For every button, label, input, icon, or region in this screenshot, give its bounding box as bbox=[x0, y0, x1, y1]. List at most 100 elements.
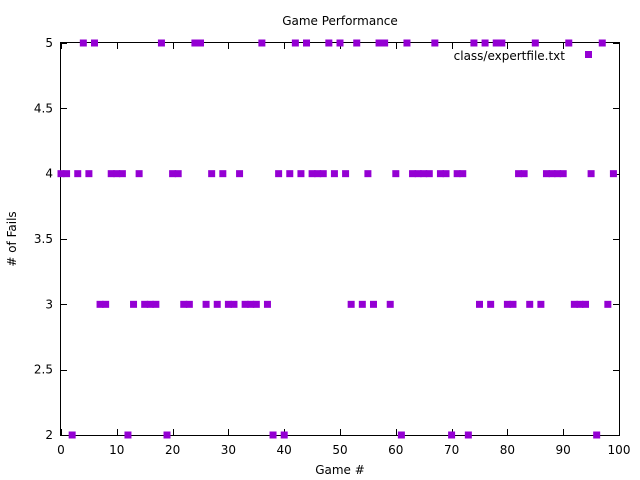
data-point bbox=[442, 170, 450, 178]
data-point bbox=[542, 170, 550, 178]
data-point bbox=[241, 300, 249, 308]
y-tick-label: 2.5 bbox=[34, 363, 53, 377]
x-tick-label: 100 bbox=[608, 443, 631, 457]
data-point bbox=[548, 170, 556, 178]
data-point bbox=[509, 300, 517, 308]
x-tick-label: 40 bbox=[277, 443, 292, 457]
data-point bbox=[141, 300, 149, 308]
data-point bbox=[224, 300, 232, 308]
data-points bbox=[57, 39, 617, 439]
data-point bbox=[252, 300, 260, 308]
data-point bbox=[476, 300, 483, 308]
data-point bbox=[459, 170, 467, 178]
data-point bbox=[208, 170, 216, 178]
data-point bbox=[409, 170, 417, 178]
data-point bbox=[604, 300, 612, 308]
legend: class/expertfile.txt bbox=[454, 49, 592, 63]
data-point bbox=[219, 170, 227, 178]
data-point bbox=[286, 170, 294, 178]
data-point bbox=[431, 39, 439, 47]
x-axis-ticks: 0 10 20 30 40 50 60 70 80 90 100 bbox=[57, 43, 630, 457]
legend-marker bbox=[585, 51, 592, 58]
legend-label: class/expertfile.txt bbox=[454, 49, 566, 63]
plot-frame bbox=[60, 42, 620, 436]
data-point bbox=[74, 170, 82, 178]
data-point bbox=[180, 300, 188, 308]
x-tick-label: 20 bbox=[165, 443, 180, 457]
data-point bbox=[236, 170, 244, 178]
data-point bbox=[369, 300, 377, 308]
data-point bbox=[135, 170, 143, 178]
data-point bbox=[448, 431, 456, 439]
data-point bbox=[247, 300, 255, 308]
data-point bbox=[130, 300, 138, 308]
data-point bbox=[598, 39, 606, 47]
data-point bbox=[481, 39, 489, 47]
data-point bbox=[102, 300, 110, 308]
data-point bbox=[353, 39, 361, 47]
data-point bbox=[381, 39, 389, 47]
data-point bbox=[503, 300, 511, 308]
data-point bbox=[587, 170, 595, 178]
data-point bbox=[342, 170, 350, 178]
data-point bbox=[492, 39, 500, 47]
data-point bbox=[297, 170, 305, 178]
x-tick-label: 10 bbox=[109, 443, 124, 457]
data-point bbox=[537, 300, 545, 308]
data-point bbox=[325, 39, 333, 47]
data-point bbox=[425, 170, 433, 178]
data-point bbox=[275, 170, 283, 178]
data-point bbox=[520, 170, 528, 178]
data-point bbox=[397, 431, 405, 439]
data-point bbox=[436, 170, 444, 178]
data-point bbox=[157, 39, 165, 47]
x-tick-label: 50 bbox=[332, 443, 347, 457]
data-point bbox=[174, 170, 182, 178]
data-point bbox=[185, 300, 193, 308]
data-point bbox=[453, 170, 461, 178]
data-point bbox=[330, 170, 338, 178]
data-point bbox=[464, 431, 472, 439]
data-point bbox=[191, 39, 199, 47]
data-point bbox=[498, 39, 506, 47]
data-point bbox=[559, 170, 567, 178]
data-point bbox=[570, 300, 578, 308]
data-point bbox=[515, 170, 523, 178]
data-point bbox=[169, 170, 177, 178]
data-point bbox=[113, 170, 121, 178]
data-point bbox=[487, 300, 495, 308]
data-point bbox=[263, 300, 271, 308]
x-tick-label: 60 bbox=[388, 443, 403, 457]
data-point bbox=[152, 300, 160, 308]
data-point bbox=[124, 431, 132, 439]
data-point bbox=[582, 300, 590, 308]
y-tick-label: 4 bbox=[45, 167, 53, 181]
data-point bbox=[609, 170, 617, 178]
data-point bbox=[291, 39, 299, 47]
data-point bbox=[358, 300, 366, 308]
data-point bbox=[202, 300, 210, 308]
x-tick-label: 70 bbox=[444, 443, 459, 457]
data-point bbox=[163, 431, 171, 439]
data-point bbox=[68, 431, 76, 439]
data-point bbox=[593, 431, 601, 439]
data-point bbox=[576, 300, 584, 308]
data-point bbox=[118, 170, 126, 178]
data-point bbox=[303, 39, 311, 47]
data-point bbox=[146, 300, 154, 308]
y-tick-label: 3.5 bbox=[34, 232, 53, 246]
data-point bbox=[269, 431, 277, 439]
data-point bbox=[364, 170, 372, 178]
y-axis-ticks: 2 2.5 3 3.5 4 4.5 5 bbox=[34, 36, 619, 442]
data-point bbox=[85, 170, 93, 178]
data-point bbox=[336, 39, 344, 47]
data-point bbox=[197, 39, 204, 47]
data-point bbox=[403, 39, 411, 47]
x-tick-label: 80 bbox=[500, 443, 515, 457]
data-point bbox=[414, 170, 422, 178]
data-point bbox=[308, 170, 316, 178]
data-point bbox=[470, 39, 478, 47]
data-point bbox=[392, 170, 400, 178]
data-point bbox=[213, 300, 221, 308]
